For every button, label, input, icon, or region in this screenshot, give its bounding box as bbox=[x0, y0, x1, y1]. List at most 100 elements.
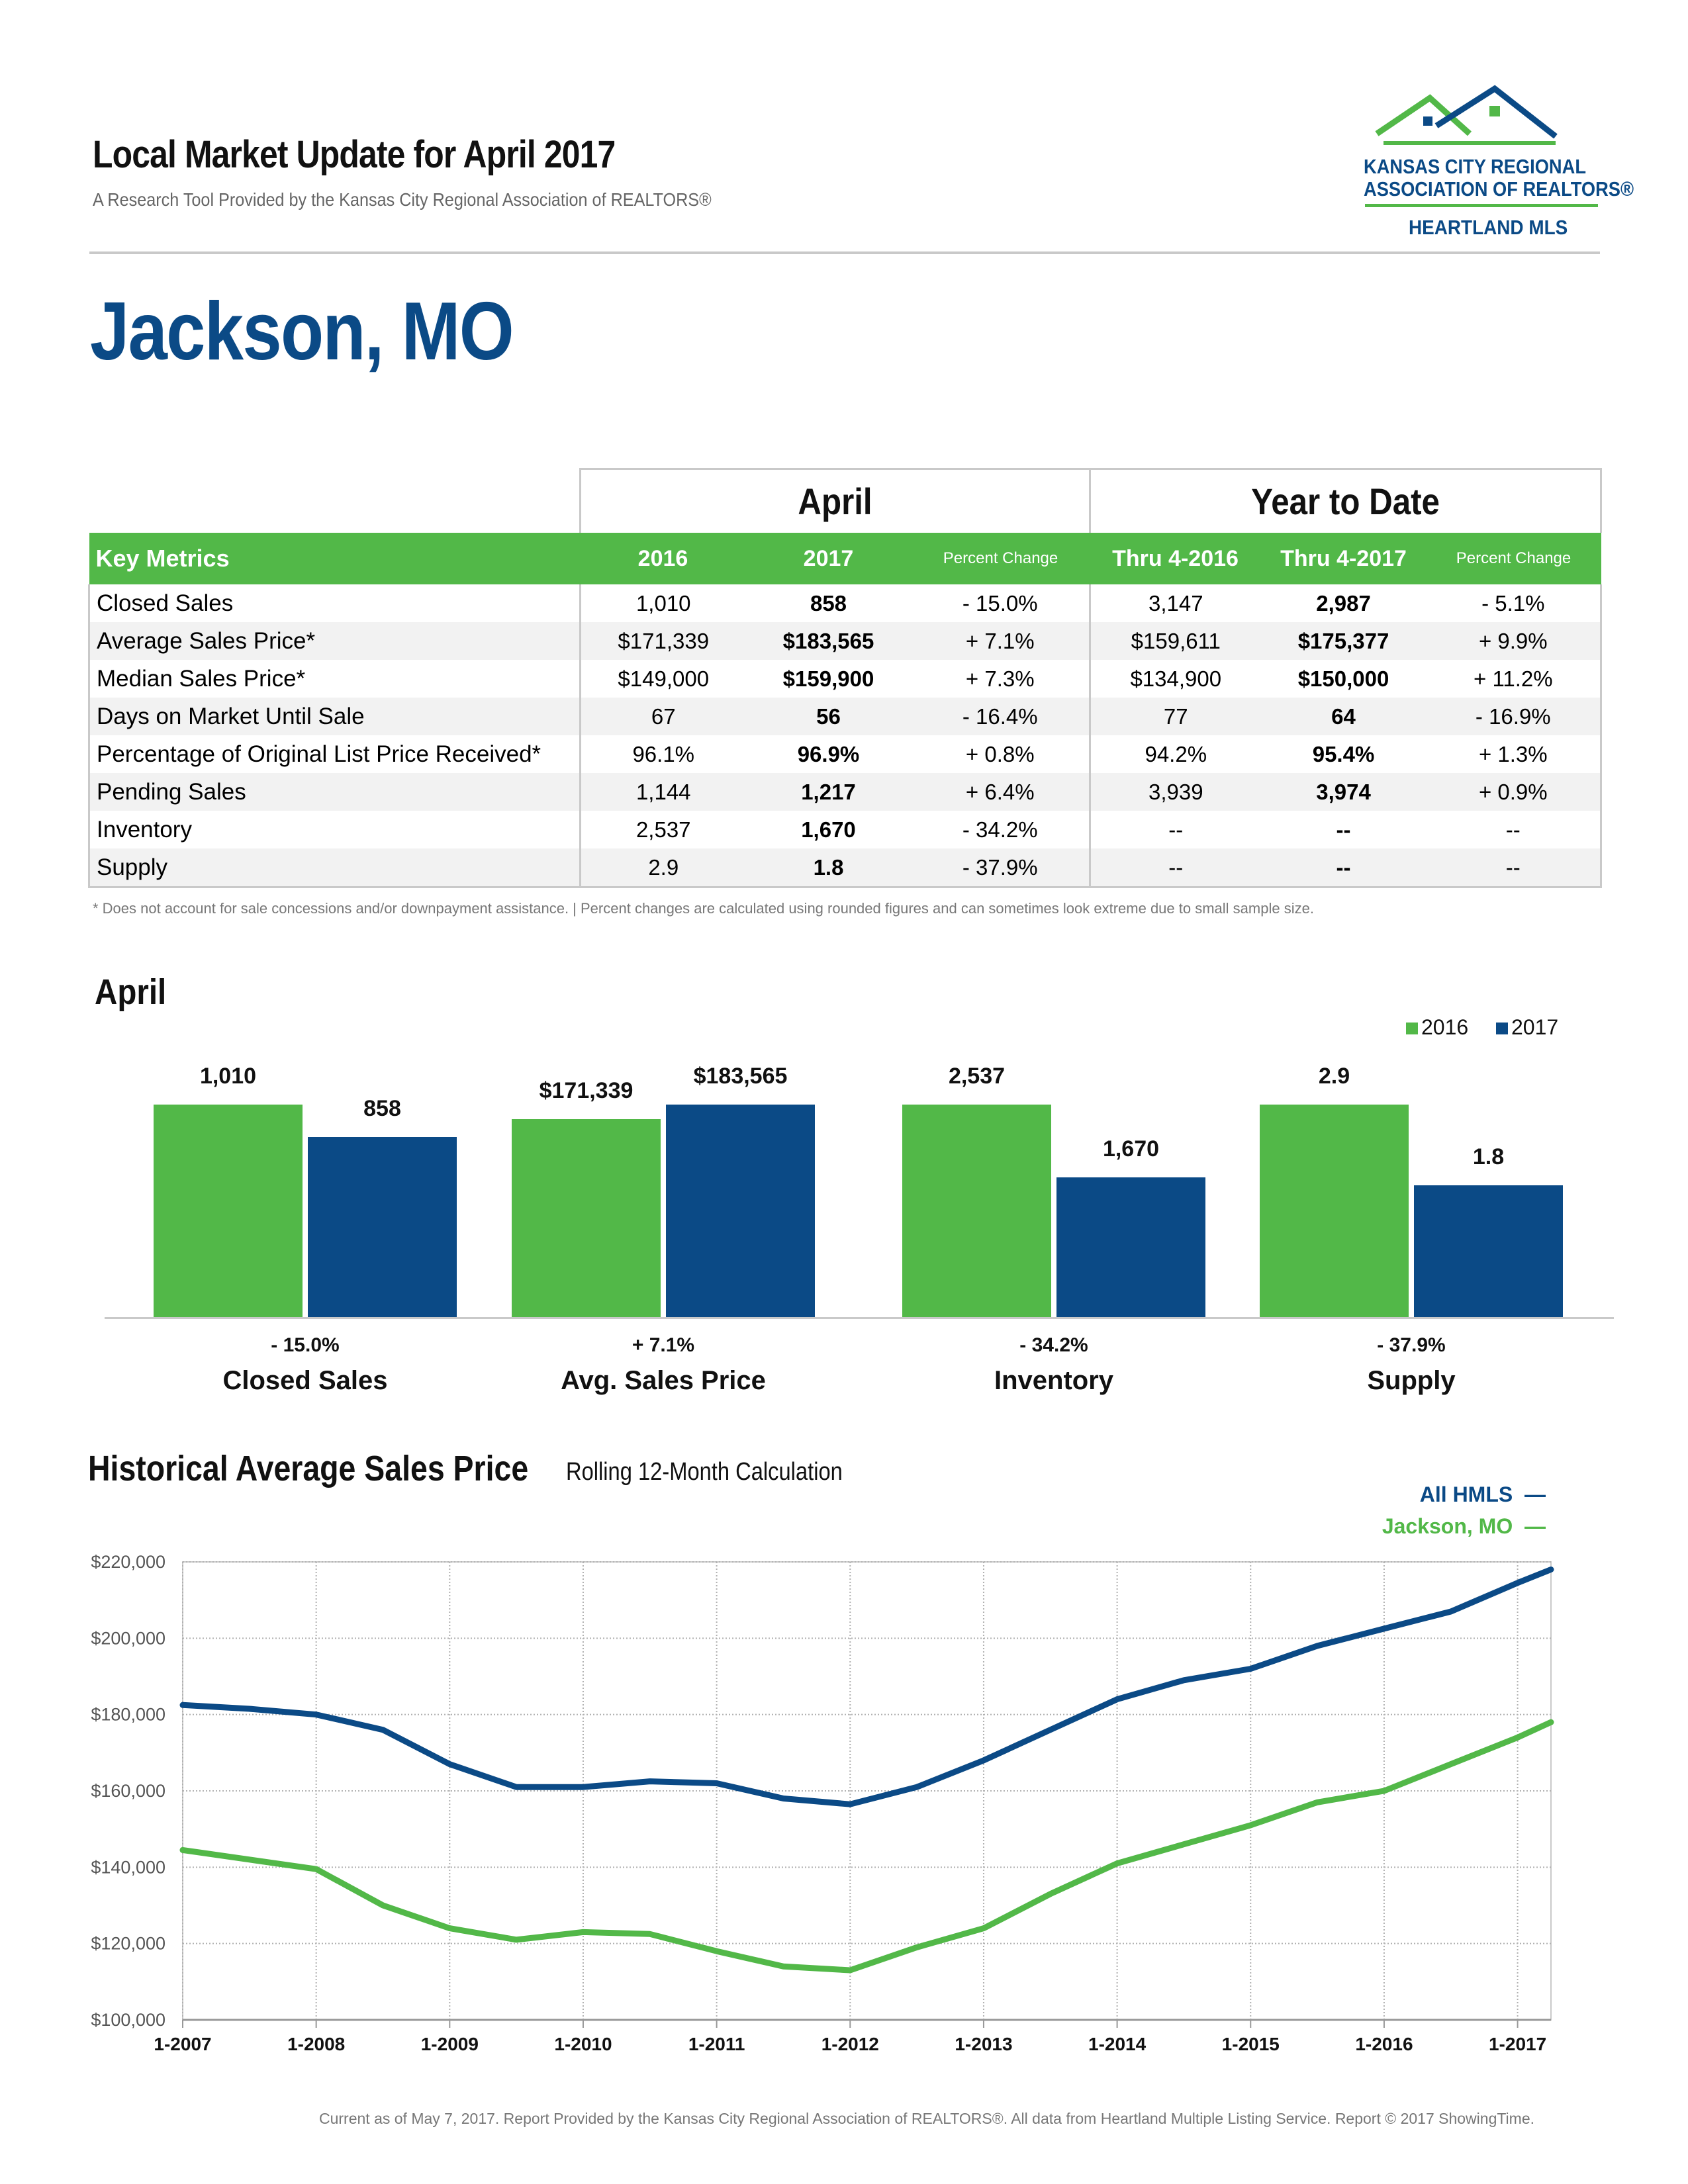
cell-april-2017: 1,217 bbox=[745, 773, 912, 811]
category-label: Closed Sales bbox=[222, 1366, 388, 1395]
cell-april-2016: 2.9 bbox=[579, 848, 746, 888]
legend-jackson-label: Jackson, MO bbox=[1382, 1514, 1513, 1538]
y-tick-label: $100,000 bbox=[91, 2010, 165, 2030]
table-row: Median Sales Price* $149,000 $159,900 + … bbox=[88, 660, 1603, 698]
cell-ytd-2016: -- bbox=[1090, 848, 1261, 888]
cell-ytd-pct: -- bbox=[1426, 811, 1603, 848]
cell-april-pct: - 16.4% bbox=[911, 698, 1092, 735]
table-row: Percentage of Original List Price Receiv… bbox=[88, 735, 1603, 773]
percent-change-label: + 7.1% bbox=[632, 1334, 695, 1356]
page-footer: Current as of May 7, 2017. Report Provid… bbox=[318, 2110, 1535, 2127]
location-title: Jackson, MO bbox=[90, 286, 514, 377]
bar-2017 bbox=[1056, 1177, 1205, 1317]
col-header-2017: 2017 bbox=[745, 533, 912, 584]
col-header-pct-april: Percent Change bbox=[911, 533, 1090, 584]
bar-2016 bbox=[1260, 1105, 1409, 1317]
cell-april-pct: - 34.2% bbox=[911, 811, 1092, 848]
metric-label: Supply bbox=[88, 848, 581, 888]
col-header-pct-ytd: Percent Change bbox=[1426, 533, 1601, 584]
cell-ytd-2017: 95.4% bbox=[1312, 741, 1375, 766]
logo-text-line2: ASSOCIATION OF REALTORS® bbox=[1364, 177, 1634, 201]
cell-ytd-pct: + 11.2% bbox=[1426, 660, 1603, 698]
header-divider bbox=[89, 251, 1600, 254]
bar-value-label-2017: 1.8 bbox=[1472, 1144, 1505, 1169]
table-group-header-row: April Year to Date bbox=[89, 468, 1603, 533]
y-tick-label: $180,000 bbox=[91, 1705, 165, 1725]
y-tick-label: $200,000 bbox=[91, 1628, 165, 1648]
cell-april-2016: $171,339 bbox=[579, 622, 746, 660]
cell-april-pct: - 15.0% bbox=[911, 584, 1092, 622]
cell-april-2016: 67 bbox=[579, 698, 746, 735]
cell-ytd-2016: 3,147 bbox=[1148, 590, 1203, 615]
bar-2017 bbox=[666, 1105, 815, 1317]
bar-value-label-2017: $183,565 bbox=[693, 1064, 788, 1089]
percent-change-label: - 15.0% bbox=[271, 1334, 340, 1356]
percent-change-label: - 37.9% bbox=[1377, 1334, 1446, 1356]
history-chart-subtitle: Rolling 12-Month Calculation bbox=[566, 1458, 843, 1486]
page-subtitle: A Research Tool Provided by the Kansas C… bbox=[93, 189, 712, 210]
bar-value-label-2017: 1,670 bbox=[1102, 1136, 1160, 1161]
bar-chart-title: April bbox=[95, 972, 167, 1012]
metric-label: Percentage of Original List Price Receiv… bbox=[88, 735, 581, 773]
bar-2016 bbox=[512, 1118, 661, 1317]
series-line-jackson bbox=[179, 1719, 1554, 1974]
cell-april-2016: $149,000 bbox=[579, 660, 746, 698]
cell-ytd-2016: 94.2% bbox=[1145, 741, 1207, 766]
cell-april-2017: 56 bbox=[745, 698, 912, 735]
cell-ytd-2017: $150,000 bbox=[1297, 666, 1389, 691]
cell-ytd-2016: 3,939 bbox=[1090, 773, 1261, 811]
houses-logo-icon bbox=[1375, 85, 1558, 145]
cell-ytd-pct: + 0.9% bbox=[1426, 773, 1603, 811]
bar-2016 bbox=[154, 1105, 303, 1317]
bar-value-label-2016: 2.9 bbox=[1318, 1064, 1350, 1089]
legend-2017-label: 2017 bbox=[1511, 1015, 1559, 1039]
cell-april-2017: 96.9% bbox=[797, 741, 860, 766]
table-row: Average Sales Price* $171,339 $183,565 +… bbox=[88, 622, 1603, 660]
bar-chart: 1,010 858 - 15.0% Closed Sales $171,339 $183,… bbox=[154, 1064, 1563, 1395]
group-header-ytd: Year to Date bbox=[1090, 468, 1603, 533]
bar-2017 bbox=[308, 1136, 457, 1317]
category-label: Supply bbox=[1367, 1366, 1456, 1395]
legend-2017-swatch bbox=[1496, 1023, 1508, 1034]
legend-2016-swatch bbox=[1406, 1023, 1418, 1034]
series-line-all-hmls bbox=[179, 1567, 1554, 1807]
logo-divider bbox=[1365, 204, 1598, 207]
x-tick-label: 1-2012 bbox=[821, 2034, 879, 2054]
x-tick-label: 1-2007 bbox=[154, 2034, 211, 2054]
cell-april-2016: 1,010 bbox=[579, 584, 746, 622]
cell-ytd-2017: $175,377 bbox=[1260, 622, 1427, 660]
cell-april-pct: - 37.9% bbox=[911, 848, 1092, 888]
category-label: Inventory bbox=[994, 1366, 1114, 1395]
cell-ytd-2016: -- bbox=[1168, 817, 1184, 842]
cell-ytd-2016: $134,900 bbox=[1130, 666, 1222, 691]
legend-2016-label: 2016 bbox=[1421, 1015, 1469, 1039]
cell-ytd-pct: + 9.9% bbox=[1426, 622, 1603, 660]
cell-ytd-2017: 64 bbox=[1260, 698, 1427, 735]
x-tick-label: 1-2009 bbox=[421, 2034, 479, 2054]
metric-label: Inventory bbox=[88, 811, 581, 848]
logo-text-line3: HEARTLAND MLS bbox=[1409, 216, 1568, 239]
cell-ytd-2016: 77 bbox=[1090, 698, 1261, 735]
history-chart-title: Historical Average Sales Price bbox=[88, 1449, 529, 1488]
cell-ytd-2017: 2,987 bbox=[1316, 590, 1371, 615]
metric-label: Pending Sales bbox=[88, 773, 581, 811]
x-tick-label: 1-2016 bbox=[1355, 2034, 1413, 2054]
cell-ytd-2017: -- bbox=[1336, 817, 1351, 842]
cell-april-2016: 96.1% bbox=[579, 735, 746, 773]
legend-all-hmls: All HMLS — bbox=[1419, 1482, 1546, 1506]
bar-chart-baseline bbox=[105, 1317, 1614, 1319]
logo-text-line1: KANSAS CITY REGIONAL bbox=[1364, 155, 1586, 178]
x-tick-label: 1-2010 bbox=[554, 2034, 612, 2054]
cell-ytd-pct: - 5.1% bbox=[1426, 584, 1603, 622]
x-tick-label: 1-2014 bbox=[1088, 2034, 1147, 2054]
cell-ytd-pct: - 16.9% bbox=[1426, 698, 1603, 735]
table-row: Days on Market Until Sale 67 56 - 16.4% … bbox=[88, 698, 1603, 735]
cell-april-pct: + 7.3% bbox=[911, 660, 1092, 698]
cell-april-2017: $159,900 bbox=[782, 666, 874, 691]
bar-value-label-2016: 2,537 bbox=[948, 1064, 1006, 1089]
table-header-row: Key Metrics 2016 2017 Percent Change Thr… bbox=[89, 533, 1601, 584]
cell-april-2017: $183,565 bbox=[745, 622, 912, 660]
metric-label: Median Sales Price* bbox=[88, 660, 581, 698]
y-tick-label: $140,000 bbox=[91, 1857, 165, 1877]
metric-label: Closed Sales bbox=[88, 584, 581, 622]
